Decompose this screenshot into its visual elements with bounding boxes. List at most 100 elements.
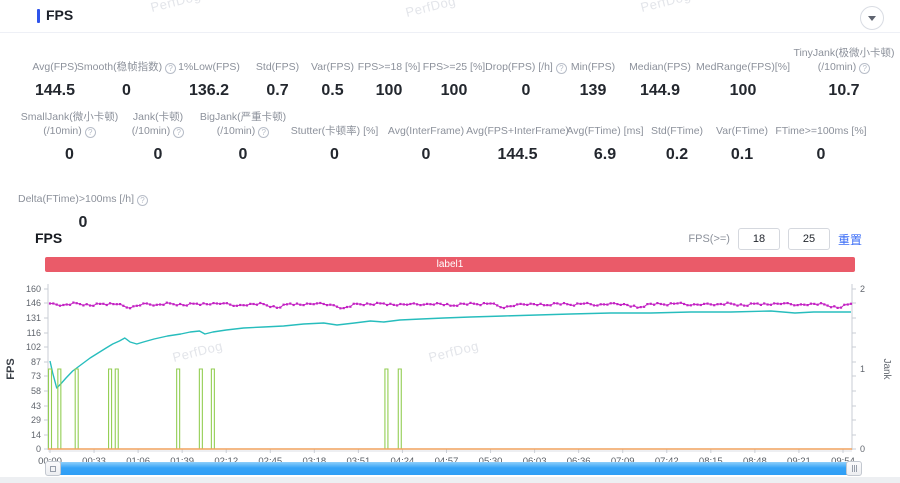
- fps-chart: 0 14 29 43 58 73 87 102 116 131 146 160 0 1 2 FPS Jank 00…: [0, 276, 900, 467]
- metric-label: Median(FPS): [629, 61, 691, 73]
- svg-text:146: 146: [26, 298, 41, 308]
- fps-threshold-input-2[interactable]: [787, 228, 830, 250]
- metric-value: 144.5: [34, 82, 76, 99]
- metric-row2-6: Avg(FTime) [ms] 6.9: [565, 108, 645, 164]
- metric-label: FPS>=18 [%]: [357, 61, 421, 73]
- help-icon[interactable]: ?: [137, 195, 149, 206]
- metric-row2-2: BigJank(严重卡顿) (/10min)? 0: [199, 108, 287, 164]
- svg-text:07:09: 07:09: [611, 456, 635, 466]
- metric-value: 0: [78, 214, 88, 231]
- annotation-label-bar[interactable]: label1: [45, 257, 855, 272]
- svg-text:01:39: 01:39: [170, 456, 194, 466]
- metric-value: 100: [440, 82, 468, 99]
- svg-text:09:54: 09:54: [831, 456, 855, 466]
- metric-row1-2: 1%Low(FPS) 136.2: [169, 44, 249, 100]
- chart-scrollbar[interactable]: [45, 461, 862, 476]
- metric-value: 0: [238, 146, 248, 163]
- svg-text:06:03: 06:03: [523, 456, 547, 466]
- metric-row3-0: Delta(FTime)>100ms [/h]? 0: [8, 176, 158, 232]
- help-icon[interactable]: ?: [165, 63, 177, 74]
- metric-label: SmallJank(微小卡顿) (/10min)?: [20, 110, 119, 138]
- metric-value: 0.7: [266, 82, 289, 99]
- drag-handle-icon: [855, 465, 857, 472]
- metric-row2-5: Avg(FPS+InterFrame) 144.5: [466, 108, 569, 164]
- svg-text:0: 0: [36, 444, 41, 454]
- svg-text:29: 29: [31, 415, 41, 425]
- help-icon[interactable]: ?: [555, 63, 567, 74]
- metric-value: 0.2: [665, 146, 689, 163]
- metric-row2-8: Var(FTime) 0.1: [709, 108, 775, 164]
- metric-value: 0: [521, 82, 531, 99]
- metric-row1-6: FPS>=25 [%] 100: [419, 44, 489, 100]
- svg-text:08:48: 08:48: [743, 456, 767, 466]
- svg-text:1: 1: [860, 364, 865, 374]
- svg-text:FPS: FPS: [5, 358, 17, 379]
- metric-label: Smooth(稳帧指数)?: [77, 44, 177, 74]
- svg-text:14: 14: [31, 430, 41, 440]
- chevron-down-icon: [868, 15, 876, 21]
- chart-title: FPS: [35, 230, 63, 246]
- metric-label: Avg(FPS+InterFrame): [466, 125, 569, 137]
- svg-text:73: 73: [31, 371, 41, 381]
- fps-chart-canvas: 0 14 29 43 58 73 87 102 116 131 146 160 0 1 2 FPS Jank 00…: [5, 284, 892, 467]
- svg-text:116: 116: [27, 328, 41, 338]
- metric-value: 0: [122, 82, 131, 99]
- metric-label: Std(FTime): [650, 125, 704, 137]
- metric-value: 144.5: [497, 146, 538, 163]
- svg-text:2: 2: [860, 284, 865, 294]
- metric-label: Var(FTime): [716, 125, 768, 137]
- metric-value: 0: [421, 146, 431, 163]
- help-icon[interactable]: ?: [84, 127, 96, 138]
- reset-link[interactable]: 重置: [837, 232, 862, 247]
- metric-row1-0: Avg(FPS) 144.5: [26, 44, 84, 100]
- metric-row2-7: Std(FTime) 0.2: [645, 108, 709, 164]
- svg-text:04:57: 04:57: [435, 456, 459, 466]
- panel-header: FPS: [0, 0, 900, 33]
- metric-label: Jank(卡顿) (/10min)?: [131, 110, 185, 138]
- svg-text:05:30: 05:30: [479, 456, 503, 466]
- drag-handle-icon: [851, 465, 853, 472]
- metric-label: BigJank(严重卡顿) (/10min)?: [199, 110, 287, 138]
- metric-row1-11: TinyJank(极微小卡顿) (/10min)? 10.7: [789, 44, 899, 100]
- fps-threshold-label: FPS(>=): [688, 233, 730, 245]
- metric-row2-3: Stutter(卡顿率) [%] 0: [287, 108, 382, 164]
- metrics-row-3: Delta(FTime)>100ms [/h]? 0: [8, 176, 158, 232]
- metric-label: Drop(FPS) [/h]?: [485, 44, 567, 74]
- metric-row2-1: Jank(卡顿) (/10min)? 0: [117, 108, 199, 164]
- svg-text:02:45: 02:45: [258, 456, 282, 466]
- metric-value: 144.9: [639, 82, 681, 99]
- metric-value: 0.5: [321, 82, 344, 99]
- metric-row1-3: Std(FPS) 0.7: [249, 44, 306, 100]
- metric-value: 0: [330, 146, 339, 163]
- metric-label: FPS>=25 [%]: [422, 61, 486, 73]
- page-bottom-strip: [0, 477, 900, 483]
- chart-section-header: FPS FPS(>=) 重置: [0, 226, 900, 252]
- svg-text:87: 87: [31, 357, 41, 367]
- metric-row1-9: Median(FPS) 144.9: [623, 44, 697, 100]
- svg-text:01:06: 01:06: [126, 456, 150, 466]
- metric-label: TinyJank(极微小卡顿) (/10min)?: [793, 46, 895, 74]
- help-icon[interactable]: ?: [859, 63, 871, 74]
- fps-threshold-input-1[interactable]: [737, 228, 780, 250]
- metric-row1-5: FPS>=18 [%] 100: [357, 44, 421, 100]
- help-icon[interactable]: ?: [173, 127, 185, 138]
- metric-row1-10: MedRange(FPS)[%] 100: [696, 44, 790, 100]
- metric-label: MedRange(FPS)[%]: [696, 61, 790, 73]
- chart-scrollbar-left-handle[interactable]: [45, 461, 61, 476]
- metric-row1-4: Var(FPS) 0.5: [306, 44, 359, 100]
- metric-label: FTime>=100ms [%]: [775, 125, 867, 137]
- svg-text:Jank: Jank: [881, 358, 892, 380]
- chart-scrollbar-right-handle[interactable]: [846, 461, 862, 476]
- metrics-row-2: SmallJank(微小卡顿) (/10min)? 0 Jank(卡顿) (/10min…: [20, 108, 867, 164]
- metric-value: 6.9: [593, 146, 617, 163]
- collapse-button[interactable]: [860, 6, 884, 30]
- help-icon[interactable]: ?: [258, 127, 270, 138]
- metric-value: 100: [729, 82, 757, 99]
- metric-value: 0.1: [730, 146, 754, 163]
- metric-value: 0: [153, 146, 163, 163]
- chart-scrollbar-track[interactable]: [53, 462, 854, 475]
- metric-value: 139: [579, 82, 607, 99]
- metric-value: 0: [816, 146, 826, 163]
- metric-label: Std(FPS): [255, 61, 300, 73]
